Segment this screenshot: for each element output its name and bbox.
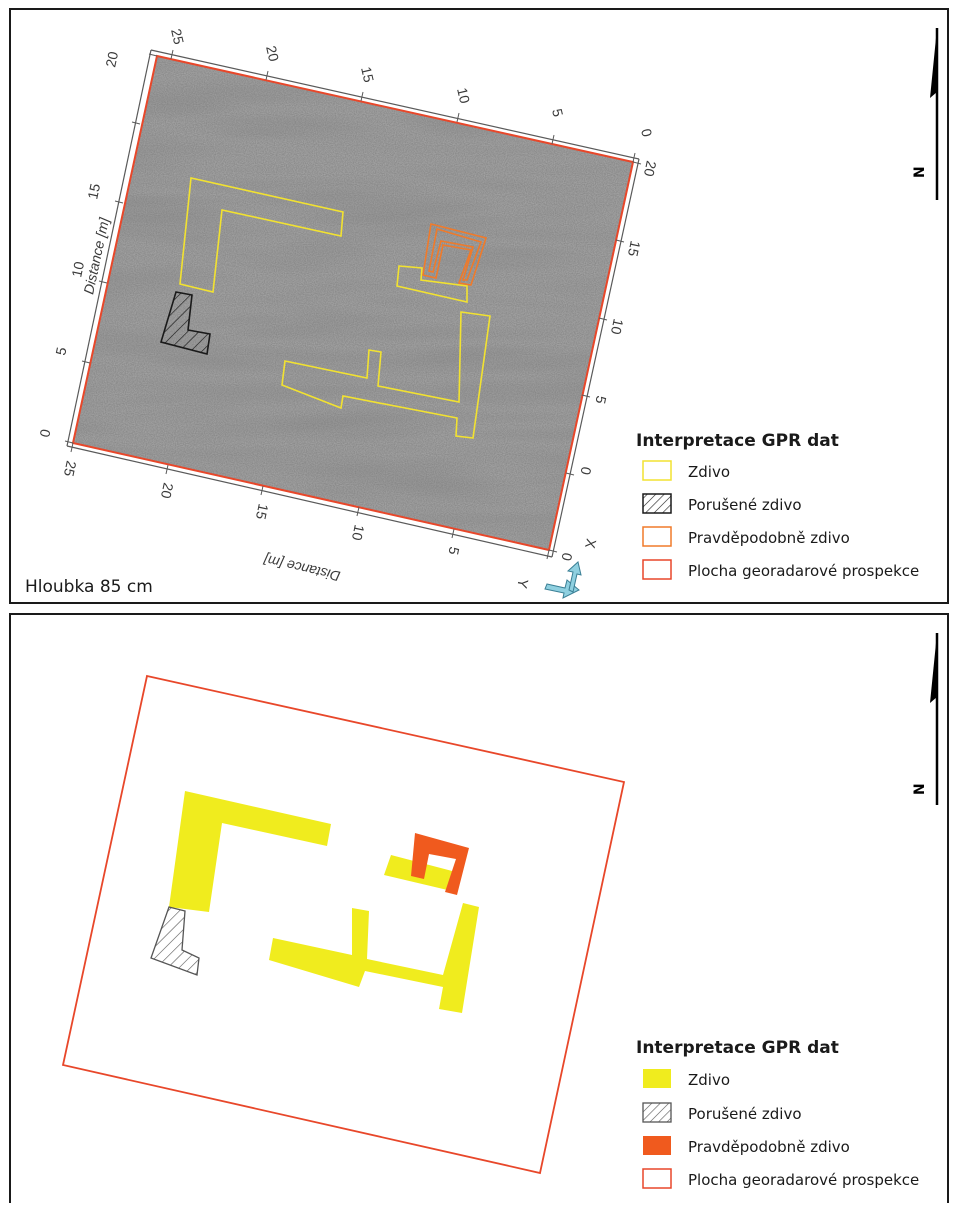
survey-area-outline — [61, 674, 626, 1175]
tick-left-15: 15 — [84, 182, 103, 201]
damaged-wall-hatch — [150, 906, 200, 976]
tick-top-15: 15 — [358, 65, 377, 84]
legend-label-survey: Plocha georadarové prospekce — [688, 1171, 919, 1189]
tick-right-5: 5 — [592, 394, 609, 405]
tick-bottom-25: 25 — [61, 459, 80, 478]
legend-swatch-survey — [642, 559, 672, 580]
legend-label-survey: Plocha georadarové prospekce — [688, 562, 919, 580]
tick-left-10: 10 — [68, 260, 87, 279]
gpr-map-bottom-svg: N Interpretace GPR dat Zdivo Porušené zd… — [61, 633, 939, 1189]
north-arrow-icon — [930, 633, 939, 805]
probable-wall-outline — [422, 223, 488, 286]
legend-swatch-damaged — [642, 1102, 672, 1123]
tick-right-0: 0 — [577, 465, 594, 476]
axis-x-label: X — [582, 537, 600, 550]
tick-top-25: 25 — [168, 27, 187, 46]
tick-top-10: 10 — [454, 86, 473, 105]
north-label: N — [912, 166, 928, 178]
gpr-map-panel-bottom: N Interpretace GPR dat Zdivo Porušené zd… — [9, 613, 949, 1203]
gpr-map-top-svg: 0 5 10 15 20 Distance [m] 25 20 15 10 5 … — [25, 27, 939, 599]
probable-wall-fill — [411, 833, 469, 895]
damaged-wall-hatch — [159, 291, 211, 355]
gpr-map-panel-top: 0 5 10 15 20 Distance [m] 25 20 15 10 5 … — [9, 8, 949, 604]
wall-south-complex — [269, 903, 479, 1013]
legend: Interpretace GPR dat Zdivo Porušené zdiv… — [636, 431, 919, 580]
legend-swatch-probable — [643, 1136, 671, 1155]
north-label: N — [912, 783, 928, 795]
axis-bottom-title: Distance [m] — [261, 551, 341, 584]
legend-label-damaged: Porušené zdivo — [688, 1105, 802, 1123]
tick-bottom-0: 0 — [558, 551, 575, 562]
tick-right-15: 15 — [625, 239, 644, 258]
wall-outlines — [179, 177, 491, 439]
legend-swatch-survey — [642, 1168, 672, 1189]
tick-left-5: 5 — [52, 345, 69, 356]
wall-south-complex — [281, 311, 491, 439]
axis-frame — [66, 49, 640, 558]
legend-label-zdivo: Zdivo — [688, 463, 730, 481]
tick-top-0: 0 — [638, 127, 655, 138]
axis-y-label: Y — [514, 577, 532, 590]
xy-orientation-arrows-icon — [544, 561, 582, 599]
legend-label-probable: Pravděpodobně zdivo — [688, 1138, 850, 1156]
legend-label-zdivo: Zdivo — [688, 1071, 730, 1089]
tick-left-20: 20 — [102, 50, 121, 69]
legend-swatch-zdivo — [642, 460, 672, 481]
north-arrow-icon — [930, 28, 939, 200]
tick-top-5: 5 — [549, 107, 566, 118]
tick-left-0: 0 — [36, 427, 53, 438]
radargram-image — [73, 56, 633, 550]
wall-l-shape-north — [169, 791, 331, 912]
legend-label-damaged: Porušené zdivo — [688, 496, 802, 514]
tick-right-10: 10 — [608, 317, 627, 336]
tick-bottom-5: 5 — [445, 545, 462, 556]
axis-ticks — [64, 49, 642, 560]
tick-bottom-15: 15 — [253, 502, 272, 521]
depth-label: Hloubka 85 cm — [25, 577, 153, 597]
wall-l-shape-north — [179, 177, 344, 293]
legend-swatch-probable — [642, 526, 672, 547]
legend-swatch-zdivo — [643, 1069, 671, 1088]
tick-top-20: 20 — [263, 44, 282, 63]
wall-small-north — [396, 265, 468, 304]
tick-bottom-20: 20 — [158, 481, 177, 500]
legend-title: Interpretace GPR dat — [636, 431, 839, 451]
tick-bottom-10: 10 — [349, 523, 368, 542]
legend-title: Interpretace GPR dat — [636, 1038, 839, 1058]
legend-label-probable: Pravděpodobně zdivo — [688, 529, 850, 547]
legend-swatch-damaged — [642, 493, 672, 514]
tick-right-20: 20 — [641, 159, 660, 178]
legend: Interpretace GPR dat Zdivo Porušené zdiv… — [636, 1038, 919, 1189]
